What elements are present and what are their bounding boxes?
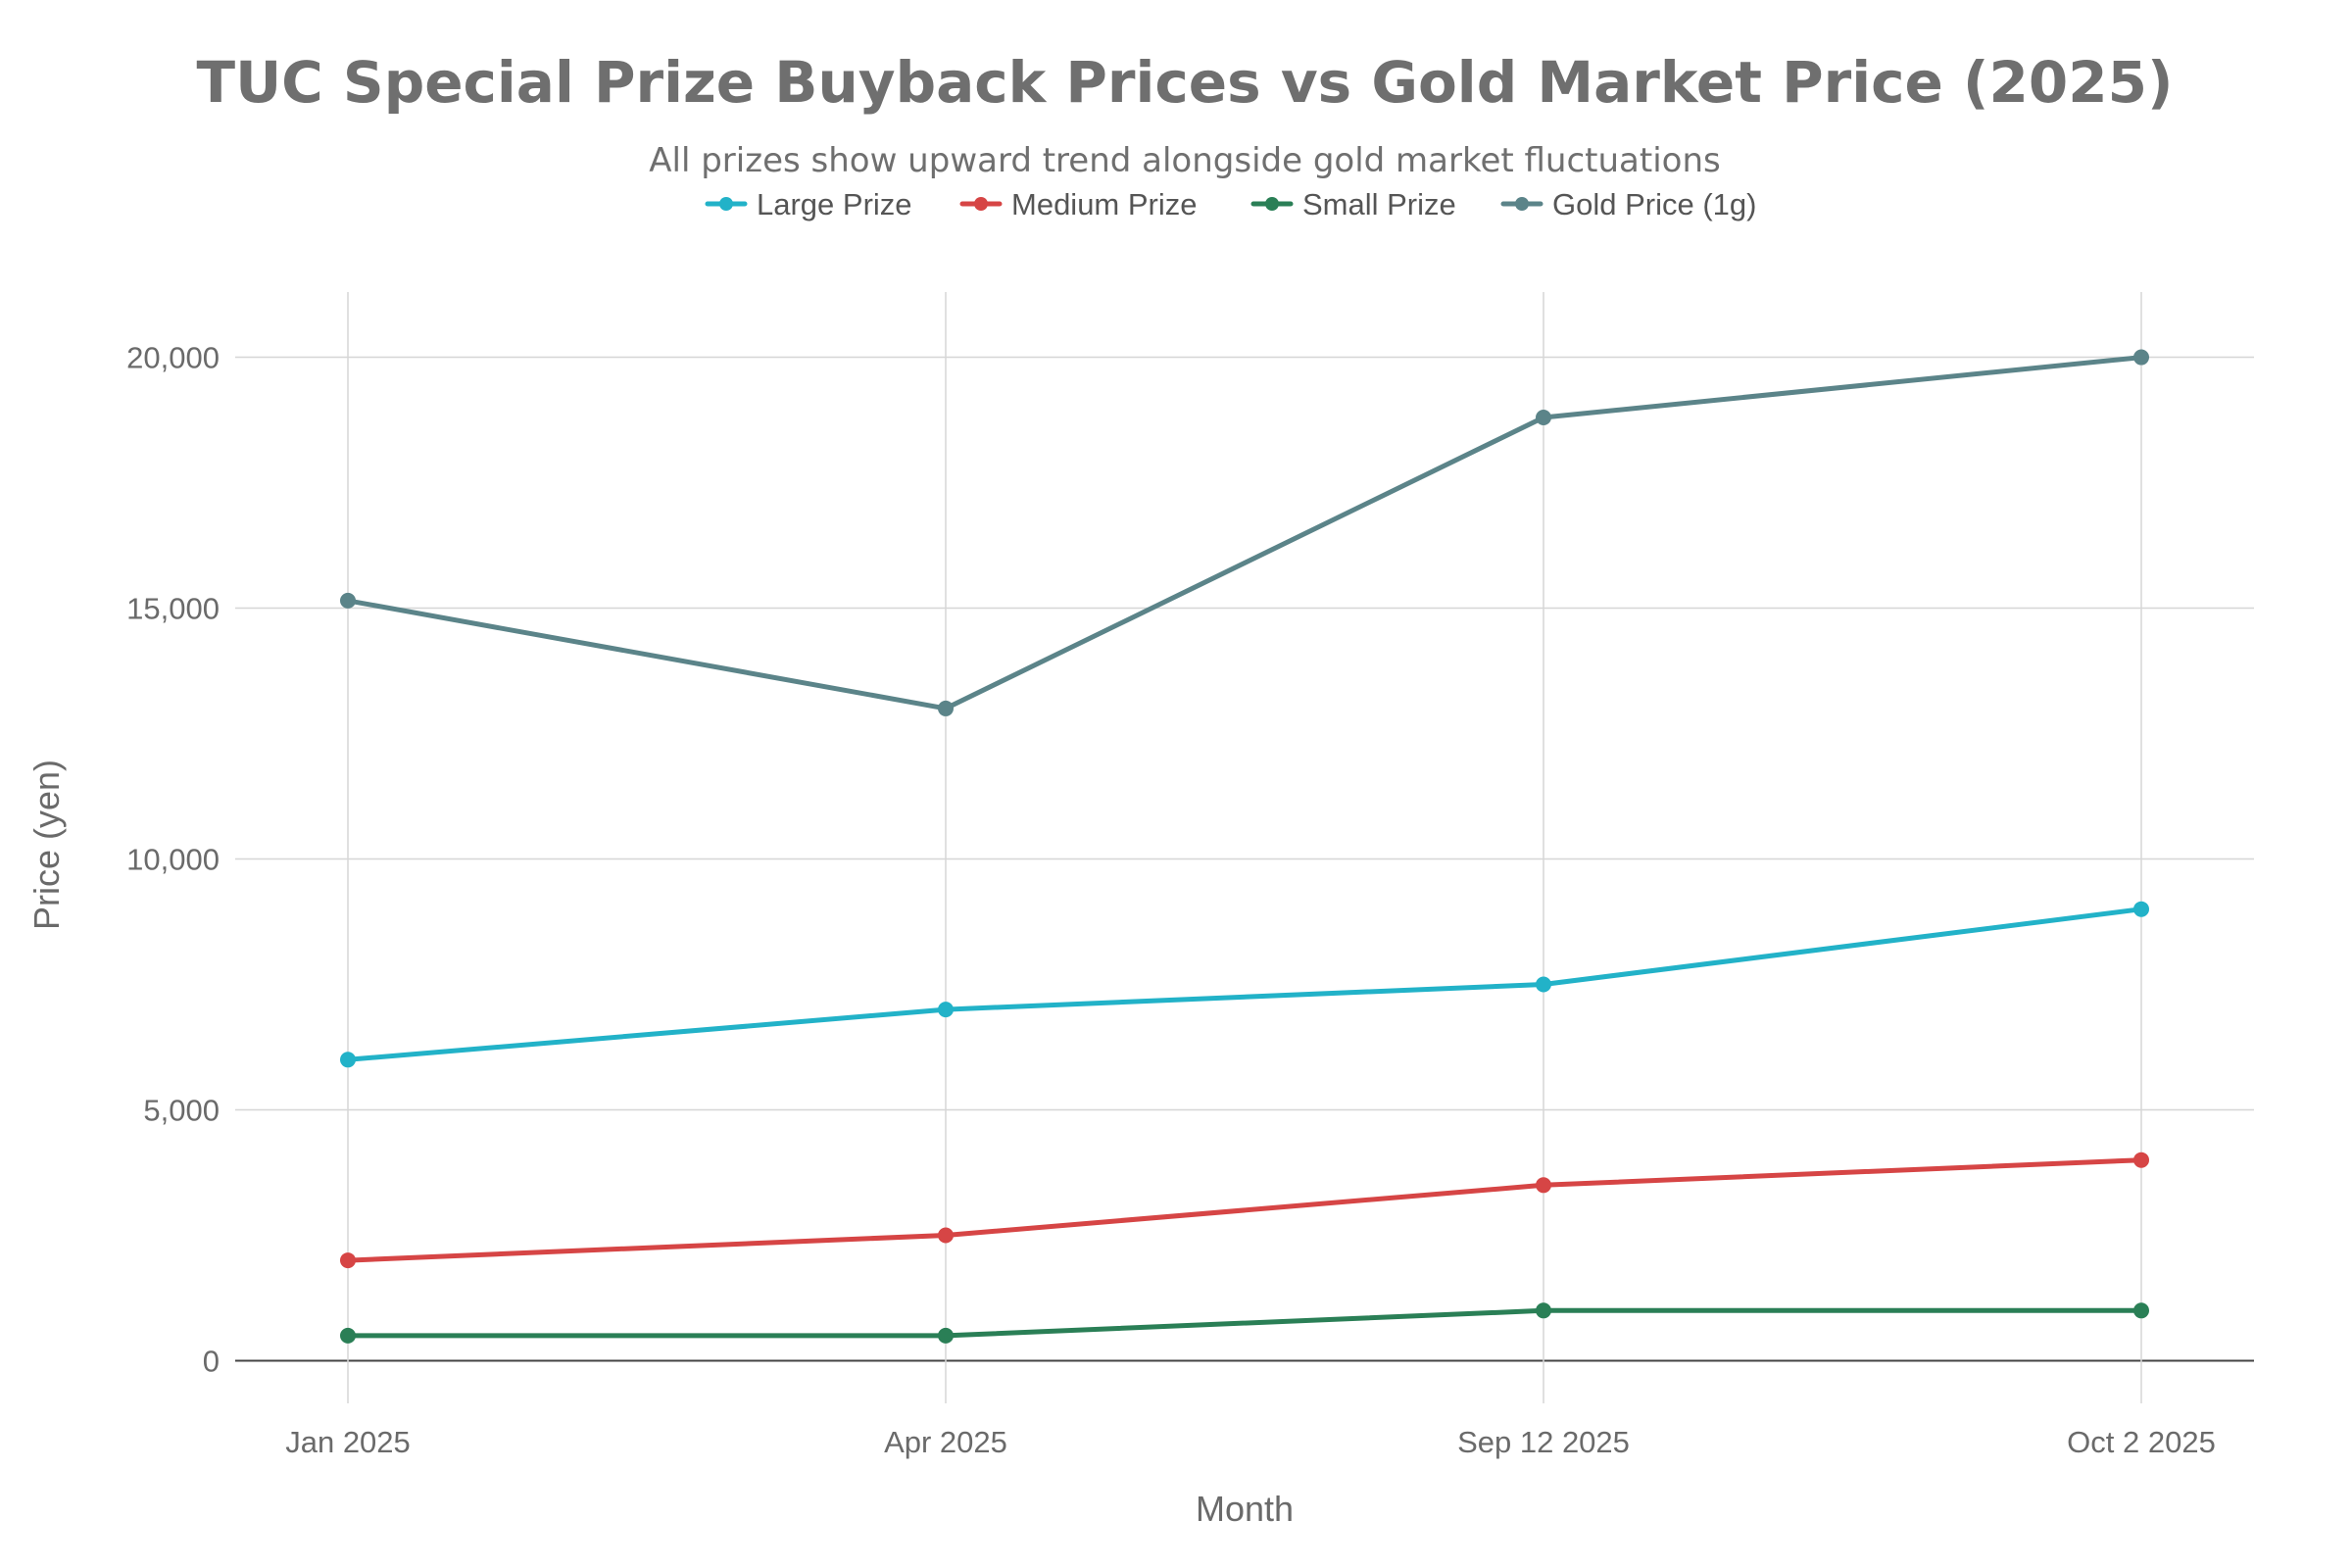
y-tick-label: 0 xyxy=(203,1344,220,1378)
x-tick-label: Oct 2 2025 xyxy=(2067,1425,2216,1459)
series-large-prize xyxy=(340,901,2149,1068)
x-tick-label: Apr 2025 xyxy=(884,1425,1007,1459)
y-axis-title: Price (yen) xyxy=(26,760,67,930)
chart-subtitle: All prizes show upward trend alongside g… xyxy=(649,141,1720,180)
series-line xyxy=(345,355,2144,711)
data-point xyxy=(340,1052,356,1068)
data-point xyxy=(1536,1302,1551,1319)
series-layer xyxy=(340,349,2149,1344)
legend-item-medium-prize: Medium Prize xyxy=(959,187,1198,221)
legend-label: Large Prize xyxy=(757,187,912,221)
legend-label: Medium Prize xyxy=(1011,187,1198,221)
data-point xyxy=(340,1252,356,1269)
legend-marker xyxy=(719,197,733,211)
y-tick-label: 10,000 xyxy=(126,843,220,877)
data-point xyxy=(2133,901,2149,917)
data-point xyxy=(938,700,954,716)
legend-label: Gold Price (1g) xyxy=(1552,187,1756,221)
y-tick-label: 20,000 xyxy=(126,341,220,375)
legend-item-large-prize: Large Prize xyxy=(705,187,912,221)
data-point xyxy=(938,1327,954,1344)
data-point xyxy=(2133,1152,2149,1168)
series-line xyxy=(345,1157,2144,1263)
legend-item-gold-price-1g: Gold Price (1g) xyxy=(1500,187,1756,221)
legend: Large Prize Medium Prize Small Prize Gold P… xyxy=(705,187,1756,221)
series-small-prize xyxy=(340,1302,2149,1344)
data-point xyxy=(2133,349,2149,366)
series-gold-price-1g xyxy=(340,349,2149,716)
legend-item-small-prize: Small Prize xyxy=(1250,187,1456,221)
y-tick-label: 15,000 xyxy=(126,592,220,626)
data-point xyxy=(938,1002,954,1018)
data-point xyxy=(1536,976,1551,993)
legend-marker xyxy=(1515,197,1529,211)
data-point xyxy=(340,592,356,609)
series-line xyxy=(345,906,2144,1062)
x-tick-label: Jan 2025 xyxy=(285,1425,411,1459)
legend-label: Small Prize xyxy=(1302,187,1456,221)
grid xyxy=(235,292,2254,1403)
data-point xyxy=(2133,1302,2149,1319)
chart-title: TUC Special Prize Buyback Prices vs Gold… xyxy=(197,49,2174,116)
series-medium-prize xyxy=(340,1152,2149,1269)
data-point xyxy=(340,1327,356,1344)
legend-marker xyxy=(974,197,988,211)
legend-marker xyxy=(1265,197,1279,211)
data-point xyxy=(1536,409,1551,425)
series-line xyxy=(345,1307,2144,1339)
data-point xyxy=(938,1227,954,1244)
x-tick-label: Sep 12 2025 xyxy=(1457,1425,1630,1459)
y-tick-label: 5,000 xyxy=(143,1094,220,1128)
data-point xyxy=(1536,1177,1551,1194)
tick-labels: 0 5,000 10,000 15,000 20,000 Jan 2025 Apr 2025… xyxy=(126,341,2216,1459)
x-axis-title: Month xyxy=(1196,1489,1294,1529)
